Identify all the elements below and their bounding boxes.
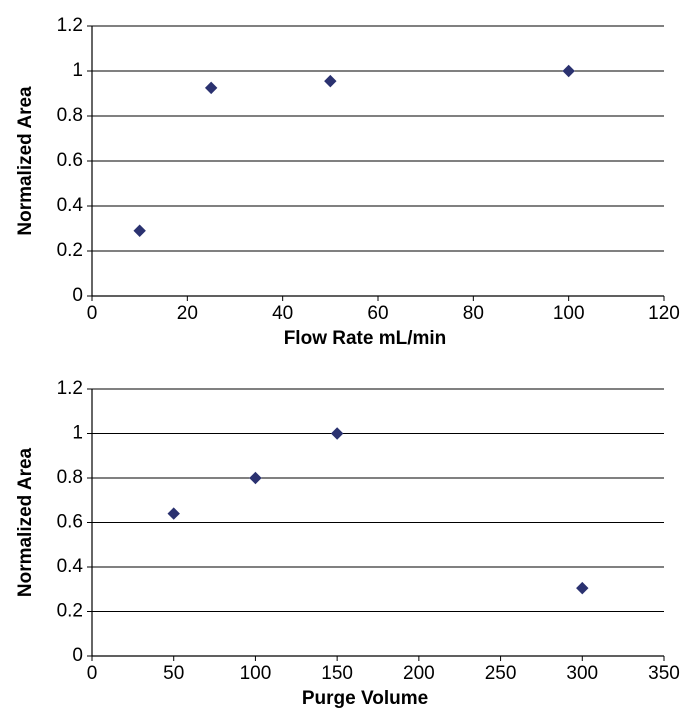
y-tick-label: 1 — [72, 423, 83, 444]
x-tick-label: 40 — [272, 303, 293, 324]
x-tick-label: 350 — [648, 663, 680, 684]
x-tick-label: 0 — [87, 303, 98, 324]
data-point — [576, 581, 589, 595]
y-tick-label: 0.2 — [57, 601, 83, 622]
x-tick-label: 150 — [321, 663, 353, 684]
y-axis-title: Normalized Area — [15, 447, 36, 597]
y-tick-label: 0 — [72, 285, 83, 306]
x-tick-label: 0 — [87, 663, 98, 684]
y-tick-label: 1.2 — [57, 378, 83, 399]
data-point — [324, 74, 337, 88]
data-point — [133, 224, 146, 237]
y-tick-label: 1.2 — [57, 15, 83, 36]
x-tick-label: 200 — [403, 663, 435, 684]
y-tick-label: 0.8 — [57, 105, 83, 126]
x-tick-label: 300 — [566, 663, 598, 684]
data-point — [330, 427, 344, 440]
y-axis-title: Normalized Area — [15, 86, 36, 236]
x-tick-label: 120 — [648, 303, 680, 324]
y-tick-label: 0.2 — [57, 240, 83, 261]
x-tick-label: 50 — [163, 663, 184, 684]
y-tick-label: 0.4 — [57, 556, 84, 577]
y-tick-label: 0.6 — [57, 512, 83, 533]
x-tick-label: 100 — [240, 663, 272, 684]
x-axis-title: Flow Rate mL/min — [284, 328, 447, 349]
y-tick-label: 0.6 — [57, 150, 83, 171]
x-axis-title: Purge Volume — [302, 688, 428, 709]
x-tick-label: 80 — [463, 303, 484, 324]
data-point — [562, 64, 575, 78]
x-tick-label: 250 — [485, 663, 517, 684]
y-tick-label: 1 — [72, 60, 83, 81]
y-tick-label: 0 — [72, 645, 83, 666]
data-point — [204, 81, 218, 95]
y-tick-label: 0.8 — [57, 467, 83, 488]
data-point — [167, 507, 180, 520]
data-point — [249, 471, 262, 485]
x-tick-label: 60 — [367, 303, 388, 324]
x-tick-label: 100 — [553, 303, 585, 324]
y-tick-label: 0.4 — [57, 195, 84, 216]
x-tick-label: 20 — [177, 303, 198, 324]
